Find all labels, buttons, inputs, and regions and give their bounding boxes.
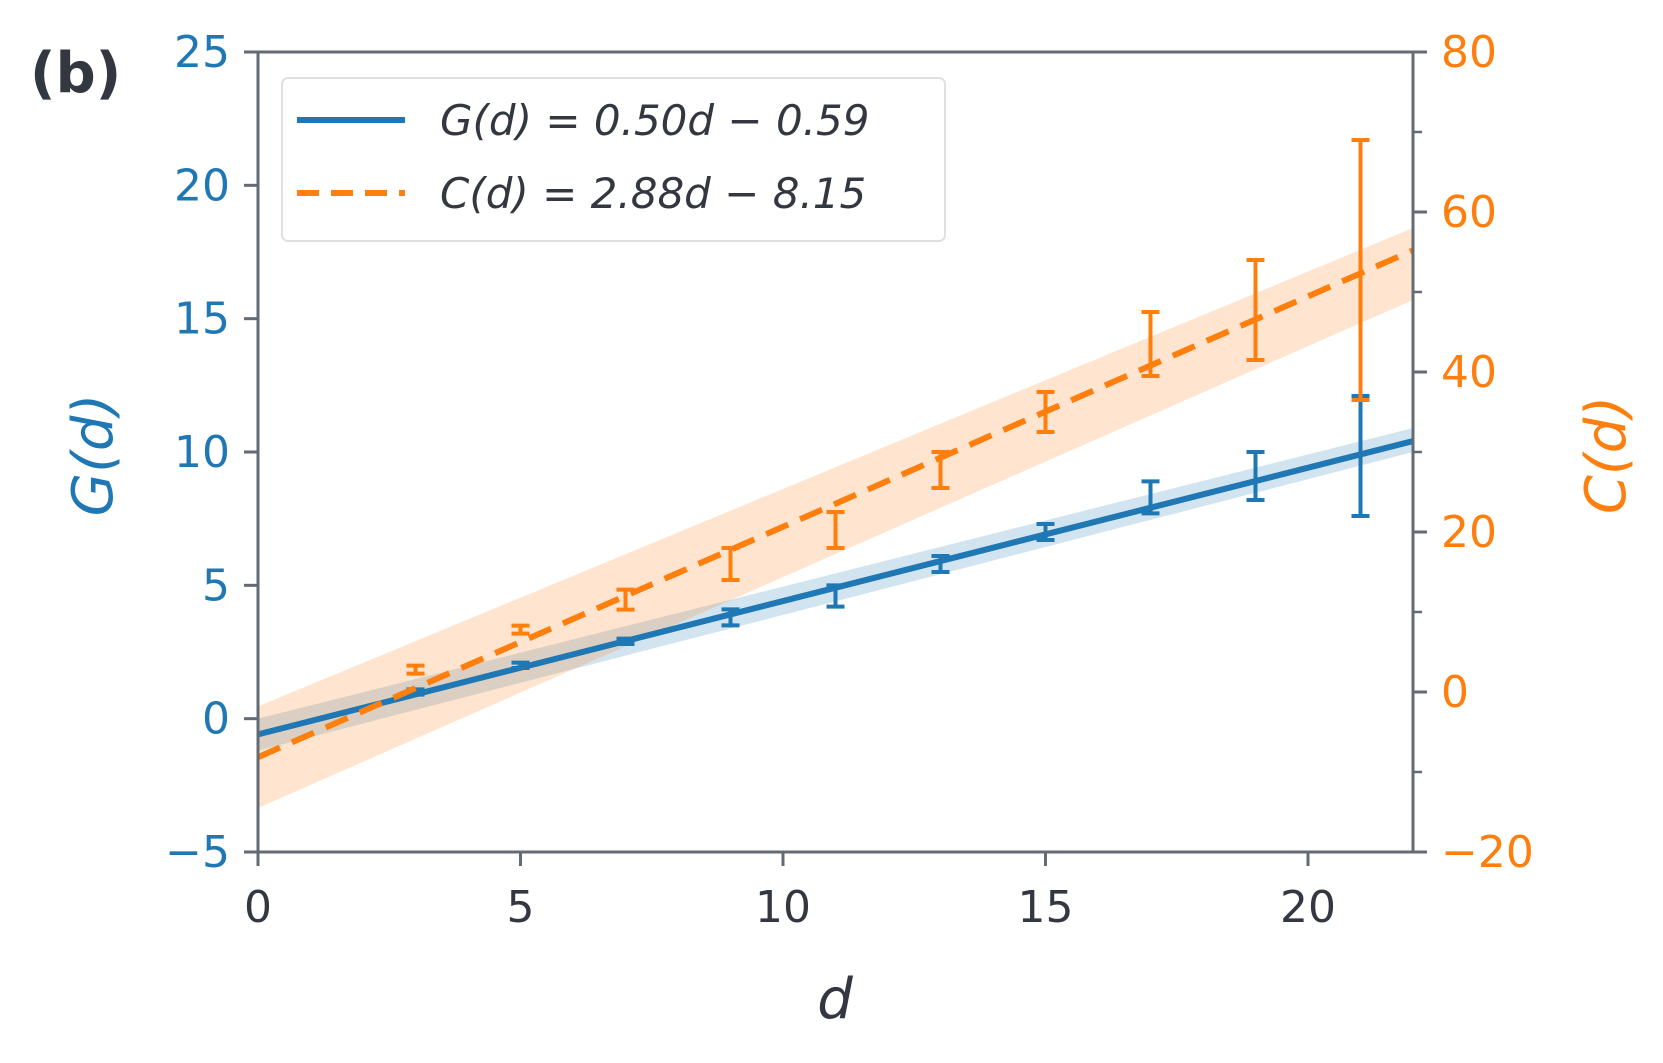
y-left-tick-label: 15	[174, 294, 230, 345]
y-left-tick-label: 25	[174, 27, 230, 78]
legend-label-g: G(d) = 0.50d − 0.59	[440, 96, 869, 145]
x-tick-label: 5	[507, 882, 535, 933]
y-right-tick-label: 60	[1441, 187, 1497, 238]
y-right-tick-label: 80	[1441, 27, 1497, 78]
x-tick-label: 10	[755, 882, 811, 933]
y-right-tick-label: 40	[1441, 347, 1497, 398]
x-axis-title: d	[817, 967, 853, 1032]
fit-line-g	[257, 438, 1414, 738]
legend-label-c: C(d) = 2.88d − 8.15	[440, 169, 866, 218]
y-right-tick-label: 20	[1441, 507, 1497, 558]
x-tick-label: 0	[244, 882, 272, 933]
y-axis-left-title: G(d)	[61, 394, 126, 517]
axis-ticks	[244, 50, 1427, 866]
y-axis-right-title: C(d)	[1574, 396, 1639, 514]
legend-box	[281, 77, 946, 242]
y-left-tick-label: 5	[202, 560, 230, 611]
y-right-tick-label: −20	[1441, 827, 1534, 878]
x-tick-label: 15	[1018, 882, 1074, 933]
y-left-tick-label: 0	[202, 694, 230, 745]
y-right-tick-label: 0	[1441, 667, 1469, 718]
y-left-tick-label: 10	[174, 427, 230, 478]
y-left-tick-label: −5	[165, 827, 230, 878]
panel-label: (b)	[30, 41, 121, 106]
fit-line-c	[256, 247, 1415, 760]
x-tick-label: 20	[1280, 882, 1336, 933]
legend: G(d) = 0.50d − 0.59 C(d) = 2.88d − 8.15	[281, 77, 946, 242]
fit-lines	[256, 247, 1415, 760]
y-left-tick-label: 20	[174, 160, 230, 211]
tick-labels: 0 5 10 15 20 −5 0 5 10 15 20 25 −20 0 20 40 60 80	[165, 27, 1534, 933]
